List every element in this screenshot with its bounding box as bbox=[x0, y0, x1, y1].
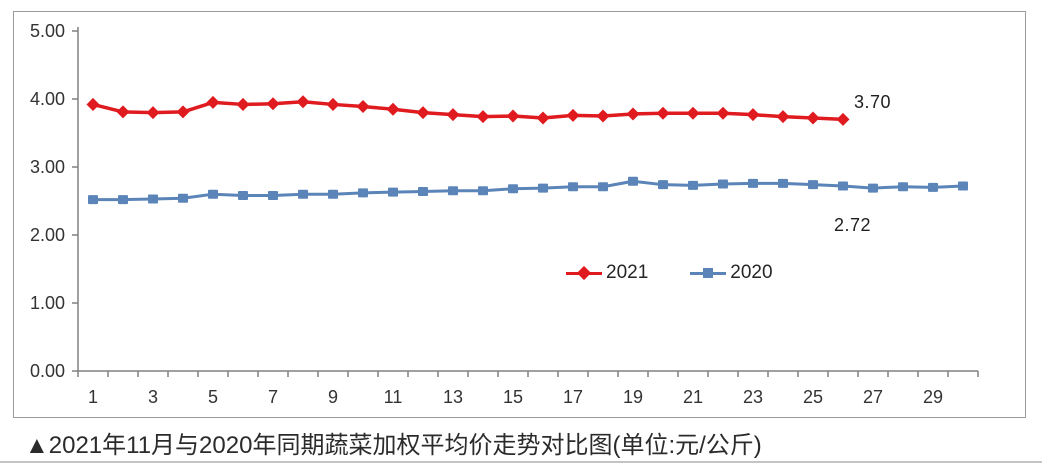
data-point-2020 bbox=[508, 184, 518, 194]
data-point-2020 bbox=[388, 187, 398, 197]
data-point-2021 bbox=[446, 108, 460, 122]
data-point-2021 bbox=[296, 95, 310, 109]
data-point-2020 bbox=[448, 186, 458, 196]
data-point-2020 bbox=[208, 189, 218, 199]
data-point-2021 bbox=[596, 109, 610, 123]
data-point-2021 bbox=[86, 97, 100, 111]
data-point-2021 bbox=[476, 110, 490, 124]
x-tick-label: 7 bbox=[268, 387, 278, 407]
data-point-2021 bbox=[836, 112, 850, 126]
data-point-2021 bbox=[146, 106, 160, 120]
y-tick-label: 0.00 bbox=[30, 361, 65, 381]
y-tick-label: 4.00 bbox=[30, 89, 65, 109]
data-point-2020 bbox=[778, 178, 788, 188]
data-point-2020 bbox=[958, 181, 968, 191]
data-point-2021 bbox=[266, 97, 280, 111]
x-tick-label: 13 bbox=[443, 387, 463, 407]
data-point-2021 bbox=[236, 97, 250, 111]
data-point-2020 bbox=[538, 183, 548, 193]
x-tick-label: 11 bbox=[384, 387, 403, 407]
data-point-2021 bbox=[776, 110, 790, 124]
data-point-2020 bbox=[808, 180, 818, 190]
data-point-2020 bbox=[88, 195, 98, 205]
data-point-2021 bbox=[566, 108, 580, 122]
data-point-2020 bbox=[628, 176, 638, 186]
x-tick-label: 9 bbox=[328, 387, 338, 407]
data-point-2020 bbox=[718, 179, 728, 189]
legend-item-2021: 2021 bbox=[566, 262, 648, 284]
data-point-2020 bbox=[478, 186, 488, 196]
data-point-2021 bbox=[116, 105, 130, 119]
data-point-2021 bbox=[386, 102, 400, 116]
legend-marker-2021-diamond-icon bbox=[566, 265, 602, 281]
data-point-2020 bbox=[688, 180, 698, 190]
data-point-2021 bbox=[626, 107, 640, 121]
data-point-2020 bbox=[418, 186, 428, 196]
data-point-2021 bbox=[656, 106, 670, 120]
data-point-2021 bbox=[356, 99, 370, 113]
data-point-2020 bbox=[268, 191, 278, 201]
chart-caption: ▲2021年11月与2020年同期蔬菜加权平均价走势对比图(单位:元/公斤) bbox=[25, 432, 762, 459]
data-point-2020 bbox=[748, 178, 758, 188]
data-point-2021 bbox=[716, 106, 730, 120]
x-tick-label: 27 bbox=[863, 387, 883, 407]
data-point-2020 bbox=[658, 180, 668, 190]
chart-legend: 2021 2020 bbox=[566, 262, 773, 284]
data-point-2020 bbox=[868, 183, 878, 193]
x-tick-label: 19 bbox=[623, 387, 643, 407]
data-point-2020 bbox=[148, 194, 158, 204]
data-point-2020 bbox=[898, 182, 908, 192]
chart-panel: 5.00 4.00 3.00 2.00 1.00 0.00 1 3 5 7 9 11 13 15 17 19 2… bbox=[13, 11, 1026, 418]
x-tick-label: 15 bbox=[503, 387, 523, 407]
y-tick-label: 5.00 bbox=[30, 21, 65, 41]
x-tick-label: 1 bbox=[88, 387, 98, 407]
data-point-2021 bbox=[506, 109, 520, 123]
x-tick-label: 17 bbox=[563, 387, 583, 407]
data-point-2020 bbox=[178, 193, 188, 203]
data-point-2020 bbox=[328, 189, 338, 199]
legend-label-2020: 2020 bbox=[730, 262, 773, 283]
data-point-2021 bbox=[746, 108, 760, 122]
value-label-2021: 3.70 bbox=[854, 92, 892, 112]
bottom-divider bbox=[0, 461, 1042, 463]
data-point-2020 bbox=[298, 189, 308, 199]
x-tick-label: 21 bbox=[683, 387, 703, 407]
data-point-2021 bbox=[536, 111, 550, 125]
x-tick-label: 23 bbox=[743, 387, 763, 407]
y-tick-label: 2.00 bbox=[30, 225, 65, 245]
y-tick-label: 3.00 bbox=[30, 157, 65, 177]
x-tick-label: 5 bbox=[208, 387, 218, 407]
series-line-2020 bbox=[93, 179, 964, 202]
data-point-2020 bbox=[118, 195, 128, 205]
value-label-2020: 2.72 bbox=[834, 215, 872, 235]
data-point-2021 bbox=[806, 111, 820, 125]
data-point-2020 bbox=[928, 182, 938, 192]
data-point-2021 bbox=[326, 97, 340, 111]
data-point-2020 bbox=[358, 188, 368, 198]
data-point-2021 bbox=[206, 95, 220, 109]
series-line-2021 bbox=[92, 99, 844, 122]
data-point-2021 bbox=[416, 106, 430, 120]
y-tick-label: 1.00 bbox=[30, 293, 65, 313]
data-point-2020 bbox=[238, 191, 248, 201]
x-tick-label: 29 bbox=[923, 387, 943, 407]
legend-item-2020: 2020 bbox=[690, 262, 773, 284]
legend-marker-2020-square-icon bbox=[690, 266, 727, 280]
x-tick-label: 3 bbox=[148, 387, 158, 407]
data-point-2021 bbox=[176, 105, 190, 119]
data-point-2020 bbox=[598, 182, 608, 192]
x-tick-label: 25 bbox=[803, 387, 823, 407]
data-point-2020 bbox=[838, 181, 848, 191]
data-point-2020 bbox=[568, 182, 578, 192]
chart-canvas: 5.004.003.002.001.000.001 3 5 7 9 11 13 15 17 19 2… bbox=[30, 21, 979, 407]
legend-label-2021: 2021 bbox=[606, 262, 649, 283]
data-point-2021 bbox=[686, 106, 700, 120]
